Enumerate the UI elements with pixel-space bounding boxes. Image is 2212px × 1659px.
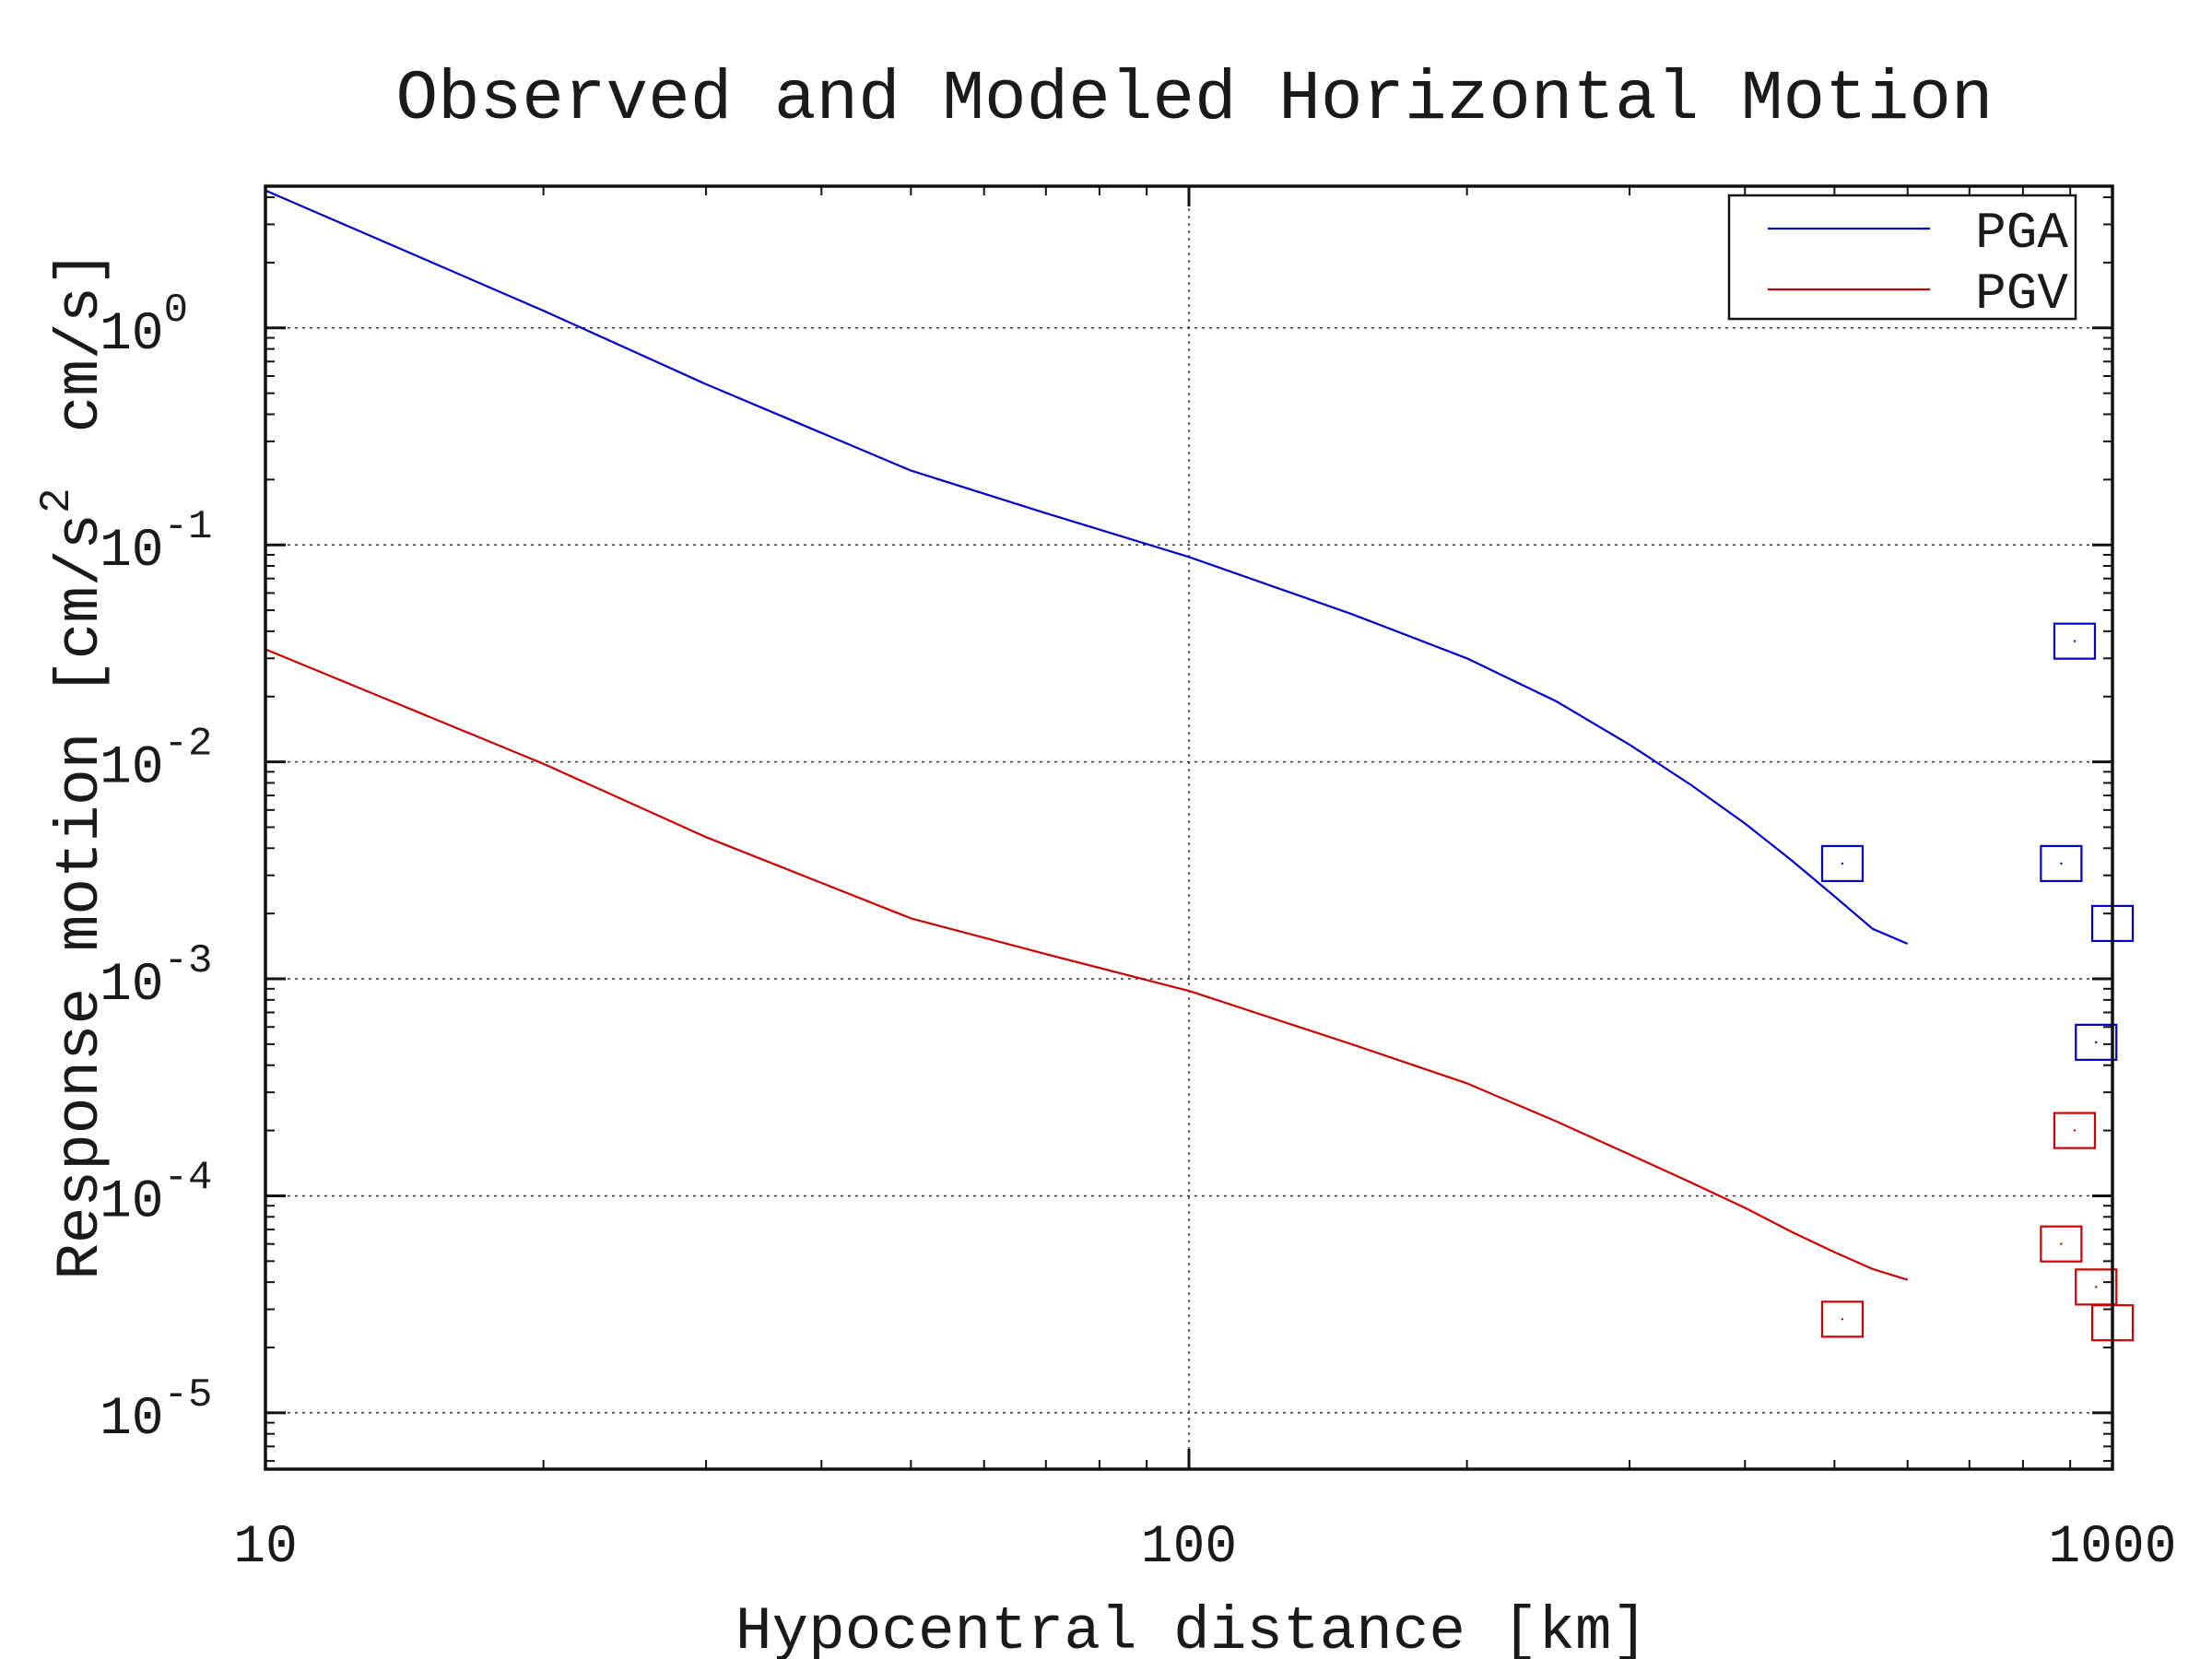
grid-layer (265, 186, 2112, 1469)
y-axis-label: Response motion [cm/s2 cm/s] (33, 250, 115, 1279)
x-axis-label: Hypocentral distance [km] (735, 1597, 1648, 1659)
observed-point-center-pga (2095, 1041, 2098, 1044)
legend-label-pga: PGA (1975, 204, 2068, 263)
observed-point-pgv (2040, 1225, 2083, 1263)
svg-text:Response motion [cm/s2cm/s]: Response motion [cm/s2 cm/s] (33, 250, 115, 1279)
y-tick-label-exponent: 0 (164, 288, 188, 334)
observed-point-center-pga (2060, 862, 2063, 865)
y-tick-label-exponent: -2 (164, 722, 213, 768)
observed-point-center-pgv (2060, 1242, 2063, 1245)
observed-point-center-pga (2073, 640, 2077, 642)
y-tick-label-base: 10 (100, 1390, 164, 1450)
series-line-pga (265, 189, 1909, 946)
observed-point-center-pgv (2095, 1286, 2098, 1288)
observed-point-pga (1820, 844, 1865, 883)
y-tick-label: 10-4 (100, 1155, 212, 1232)
observed-point-center-pgv (1841, 1318, 1844, 1321)
y-tick-label: 10-2 (100, 722, 212, 799)
legend-box (1727, 194, 2077, 321)
observed-point-pga (2075, 1023, 2118, 1061)
y-tick-label-base: 10 (100, 522, 164, 582)
y-tick-label: 10-1 (100, 504, 212, 582)
series-layer (265, 189, 2135, 1342)
series-line-pgv (265, 648, 1909, 1281)
y-tick-label-base: 10 (100, 305, 164, 365)
chart-title: Observed and Modeled Horizontal Motion (395, 60, 1993, 139)
x-tick-label: 100 (1141, 1518, 1237, 1578)
observed-point-pgv (1820, 1300, 1865, 1338)
y-tick-label-exponent: -4 (164, 1155, 213, 1201)
y-axis-label-alt-unit: cm/s] (46, 250, 115, 432)
observed-point-center-pgv (2073, 1129, 2077, 1132)
observed-point-pga (2040, 844, 2083, 883)
y-tick-label-base: 10 (100, 956, 164, 1016)
y-tick-label: 10-3 (100, 938, 212, 1016)
y-tick-label-exponent: -3 (164, 938, 213, 984)
y-tick-label-exponent: -5 (164, 1372, 213, 1418)
y-tick-label: 100 (100, 288, 188, 365)
x-tick-label: 1000 (2048, 1518, 2176, 1578)
y-axis-label-exponent: 2 (33, 488, 81, 513)
observed-point-center-pga (1841, 862, 1844, 865)
legend-label-pgv: PGV (1975, 265, 2068, 324)
observed-point-pgv (2053, 1112, 2097, 1149)
y-tick-label: 10-5 (100, 1372, 212, 1450)
y-tick-label-exponent: -1 (164, 504, 213, 550)
y-axis-label-main: Response motion [cm/s (46, 513, 115, 1280)
y-tick-label-base: 10 (100, 739, 164, 799)
x-tick-label: 10 (233, 1518, 298, 1578)
observed-point-pga (2053, 622, 2097, 660)
y-tick-label-base: 10 (100, 1172, 164, 1232)
